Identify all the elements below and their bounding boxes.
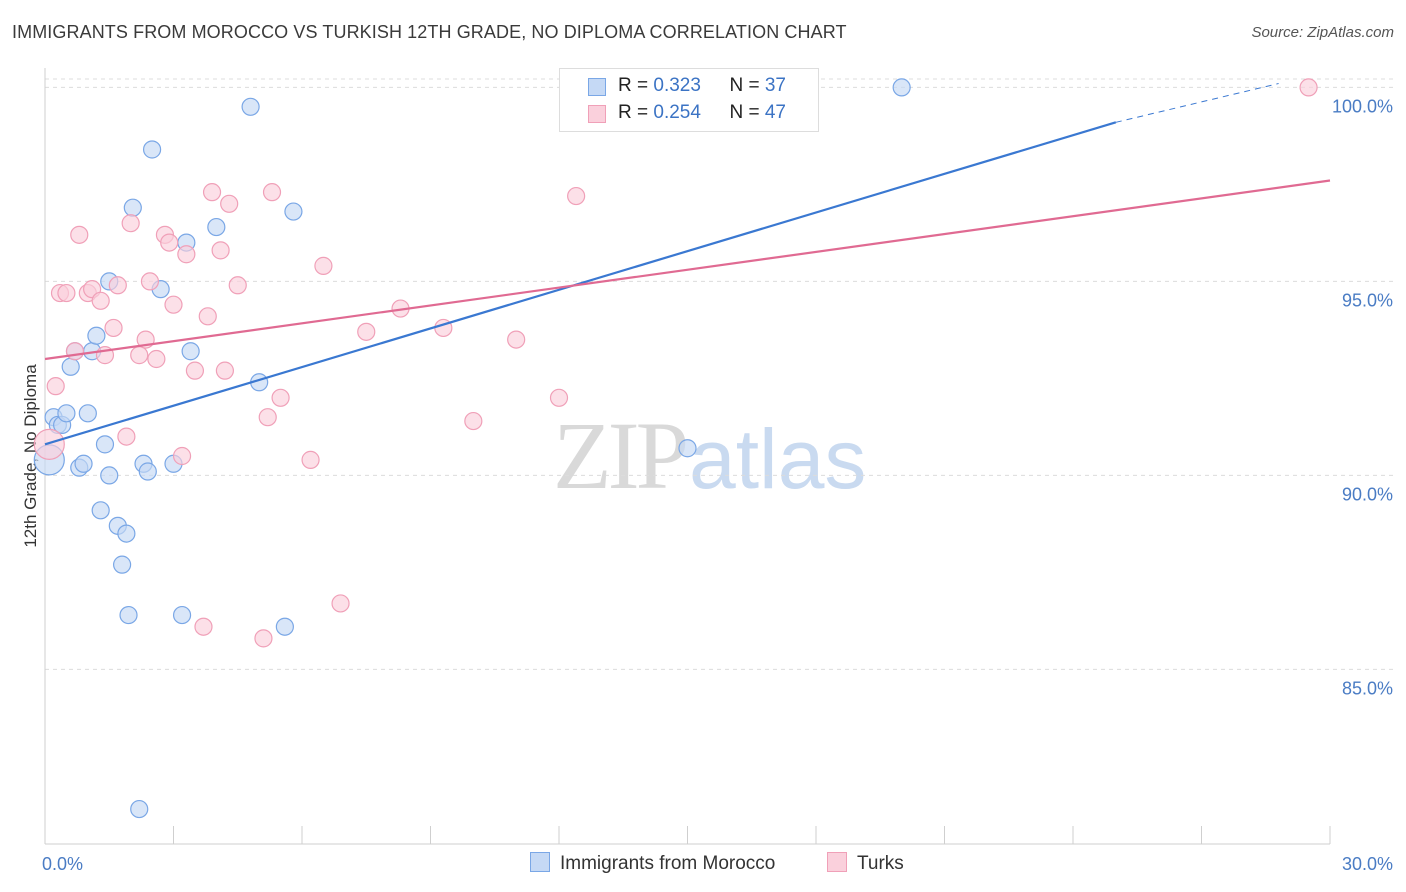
turks-point — [507, 330, 526, 349]
turks-point — [104, 318, 123, 338]
turks-point — [117, 427, 136, 446]
legend-n-label: N = — [729, 75, 765, 96]
turks-point — [215, 361, 234, 380]
turks-point — [57, 283, 76, 303]
morocco-point — [112, 555, 132, 574]
morocco-point — [78, 404, 97, 423]
morocco-point — [138, 462, 157, 481]
turks-point — [140, 272, 160, 291]
bottom-legend-swatch-turks — [827, 852, 847, 872]
morocco-point — [100, 466, 119, 485]
morocco-point — [123, 198, 142, 217]
morocco-point — [275, 617, 294, 636]
morocco-point — [61, 357, 80, 376]
legend-r-value: 0.323 — [653, 75, 701, 96]
chart-title: IMMIGRANTS FROM MOROCCO VS TURKISH 12TH … — [12, 22, 847, 42]
morocco-point — [119, 605, 138, 625]
morocco-trend-extension — [1115, 83, 1279, 123]
turks-point — [33, 428, 65, 460]
bottom-legend-morocco: Immigrants from Morocco — [530, 852, 775, 875]
turks-point — [228, 276, 247, 295]
morocco-point — [172, 605, 192, 625]
turks-point — [271, 388, 290, 407]
turks-point — [65, 342, 85, 361]
morocco-point — [181, 342, 200, 361]
watermark-atlas: atlas — [689, 412, 867, 506]
y-tick-label: 95.0% — [1342, 290, 1393, 310]
y-tick-label: 85.0% — [1342, 678, 1393, 698]
morocco-trend-line — [44, 121, 1117, 446]
turks-point — [254, 629, 273, 648]
turks-point — [220, 194, 239, 213]
legend-r-label: R = — [618, 102, 654, 123]
watermark-zip: ZIP — [553, 402, 689, 509]
turks-point — [198, 307, 217, 326]
turks-point — [160, 233, 179, 252]
source-label: Source: ZipAtlas.com — [1251, 24, 1394, 41]
legend-n-value: 47 — [764, 102, 786, 123]
morocco-point — [678, 439, 697, 458]
turks-point — [1299, 78, 1318, 97]
turks-point — [108, 276, 127, 295]
y-tick-label: 90.0% — [1342, 484, 1393, 504]
turks-point — [46, 377, 65, 396]
morocco-point — [207, 217, 226, 237]
morocco-point — [142, 140, 162, 159]
stats-legend: R = 0.323 N = 37 R = 0.254 N = 47 — [559, 68, 819, 132]
morocco-point — [91, 501, 110, 520]
turks-point — [211, 241, 230, 260]
morocco-point — [117, 524, 136, 543]
x-tick-label-max: 30.0% — [1342, 854, 1393, 874]
legend-n-label: N = — [729, 102, 765, 123]
bottom-legend-turks: Turks — [827, 852, 904, 875]
morocco-point — [57, 404, 76, 423]
legend-n-value: 37 — [764, 75, 786, 96]
turks-point — [130, 346, 149, 365]
turks-point — [185, 361, 205, 380]
turks-point — [164, 295, 183, 314]
turks-point — [357, 322, 376, 341]
legend-r-label: R = — [618, 75, 654, 96]
watermark: ZIPatlas — [553, 400, 866, 511]
bottom-legend-label-turks: Turks — [857, 853, 904, 874]
turks-point — [262, 183, 282, 202]
legend-r-value: 0.254 — [653, 102, 701, 123]
turks-point — [172, 446, 192, 466]
turks-point — [70, 225, 89, 244]
x-tick-label-min: 0.0% — [42, 854, 83, 874]
turks-trend-line — [44, 179, 1331, 361]
bottom-legend-label-morocco: Immigrants from Morocco — [560, 853, 776, 874]
legend-text-turks: R = 0.254 N = 47 — [618, 102, 786, 124]
turks-point — [331, 594, 350, 613]
turks-point — [549, 388, 569, 407]
morocco-point — [284, 202, 303, 221]
bottom-legend-swatch-morocco — [530, 852, 550, 872]
y-axis-label: 12th Grade, No Diploma — [21, 364, 40, 548]
turks-point — [202, 183, 222, 202]
legend-swatch-turks — [588, 105, 606, 123]
turks-point — [121, 214, 140, 233]
y-tick-label: 100.0% — [1332, 96, 1393, 116]
legend-swatch-morocco — [588, 78, 606, 96]
turks-point — [258, 408, 277, 427]
morocco-point — [892, 78, 911, 97]
turks-point — [314, 256, 333, 275]
morocco-point — [130, 799, 149, 819]
turks-point — [91, 291, 110, 310]
turks-point — [464, 411, 483, 431]
legend-text-morocco: R = 0.323 N = 37 — [618, 75, 786, 97]
turks-point — [194, 617, 213, 636]
turks-point — [301, 450, 320, 469]
turks-point — [567, 186, 586, 206]
turks-point — [147, 349, 166, 369]
turks-point — [177, 245, 196, 264]
morocco-point — [87, 326, 106, 345]
morocco-point — [241, 97, 260, 116]
morocco-point — [95, 435, 115, 454]
morocco-point — [74, 454, 93, 473]
